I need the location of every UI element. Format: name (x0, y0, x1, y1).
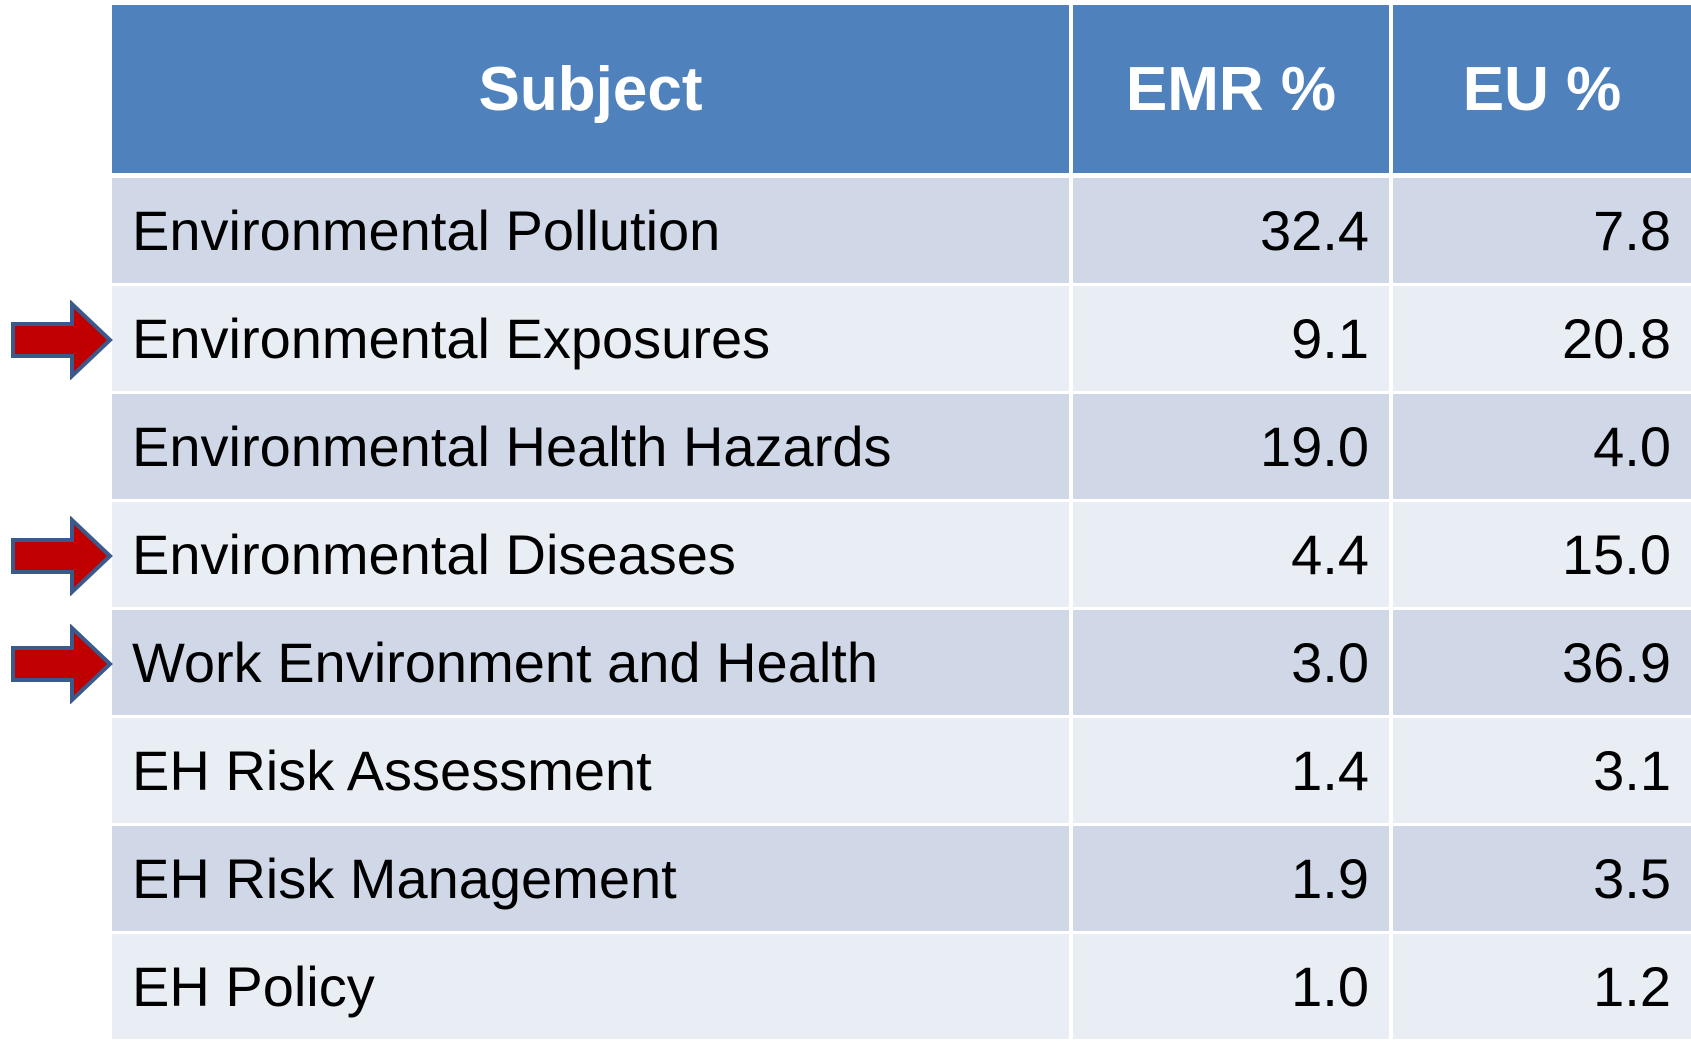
arrow (11, 516, 113, 596)
subject-cell: Environmental Health Hazards (112, 394, 1069, 499)
value-cell: 36.9 (1393, 610, 1691, 715)
header-cell: EU % (1393, 5, 1691, 173)
value-cell: 4.0 (1393, 394, 1691, 499)
subject-cell: EH Risk Management (112, 826, 1069, 931)
value-cell: 20.8 (1393, 286, 1691, 391)
value-cell: 19.0 (1073, 394, 1389, 499)
subject-cell: Environmental Diseases (112, 502, 1069, 607)
arrow (11, 300, 113, 380)
subject-cell: EH Risk Assessment (112, 718, 1069, 823)
arrow (11, 624, 113, 704)
value-cell: 1.9 (1073, 826, 1389, 931)
value-cell: 1.4 (1073, 718, 1389, 823)
value-cell: 3.5 (1393, 826, 1691, 931)
subject-cell: EH Policy (112, 934, 1069, 1039)
subject-cell: Environmental Pollution (112, 178, 1069, 283)
subject-cell: Work Environment and Health (112, 610, 1069, 715)
value-cell: 32.4 (1073, 178, 1389, 283)
subject-cell: Environmental Exposures (112, 286, 1069, 391)
header-cell: EMR % (1073, 5, 1389, 173)
header-cell: Subject (112, 5, 1069, 173)
value-cell: 1.2 (1393, 934, 1691, 1039)
value-cell: 15.0 (1393, 502, 1691, 607)
value-cell: 7.8 (1393, 178, 1691, 283)
value-cell: 9.1 (1073, 286, 1389, 391)
value-cell: 3.0 (1073, 610, 1389, 715)
value-cell: 3.1 (1393, 718, 1691, 823)
value-cell: 1.0 (1073, 934, 1389, 1039)
value-cell: 4.4 (1073, 502, 1389, 607)
